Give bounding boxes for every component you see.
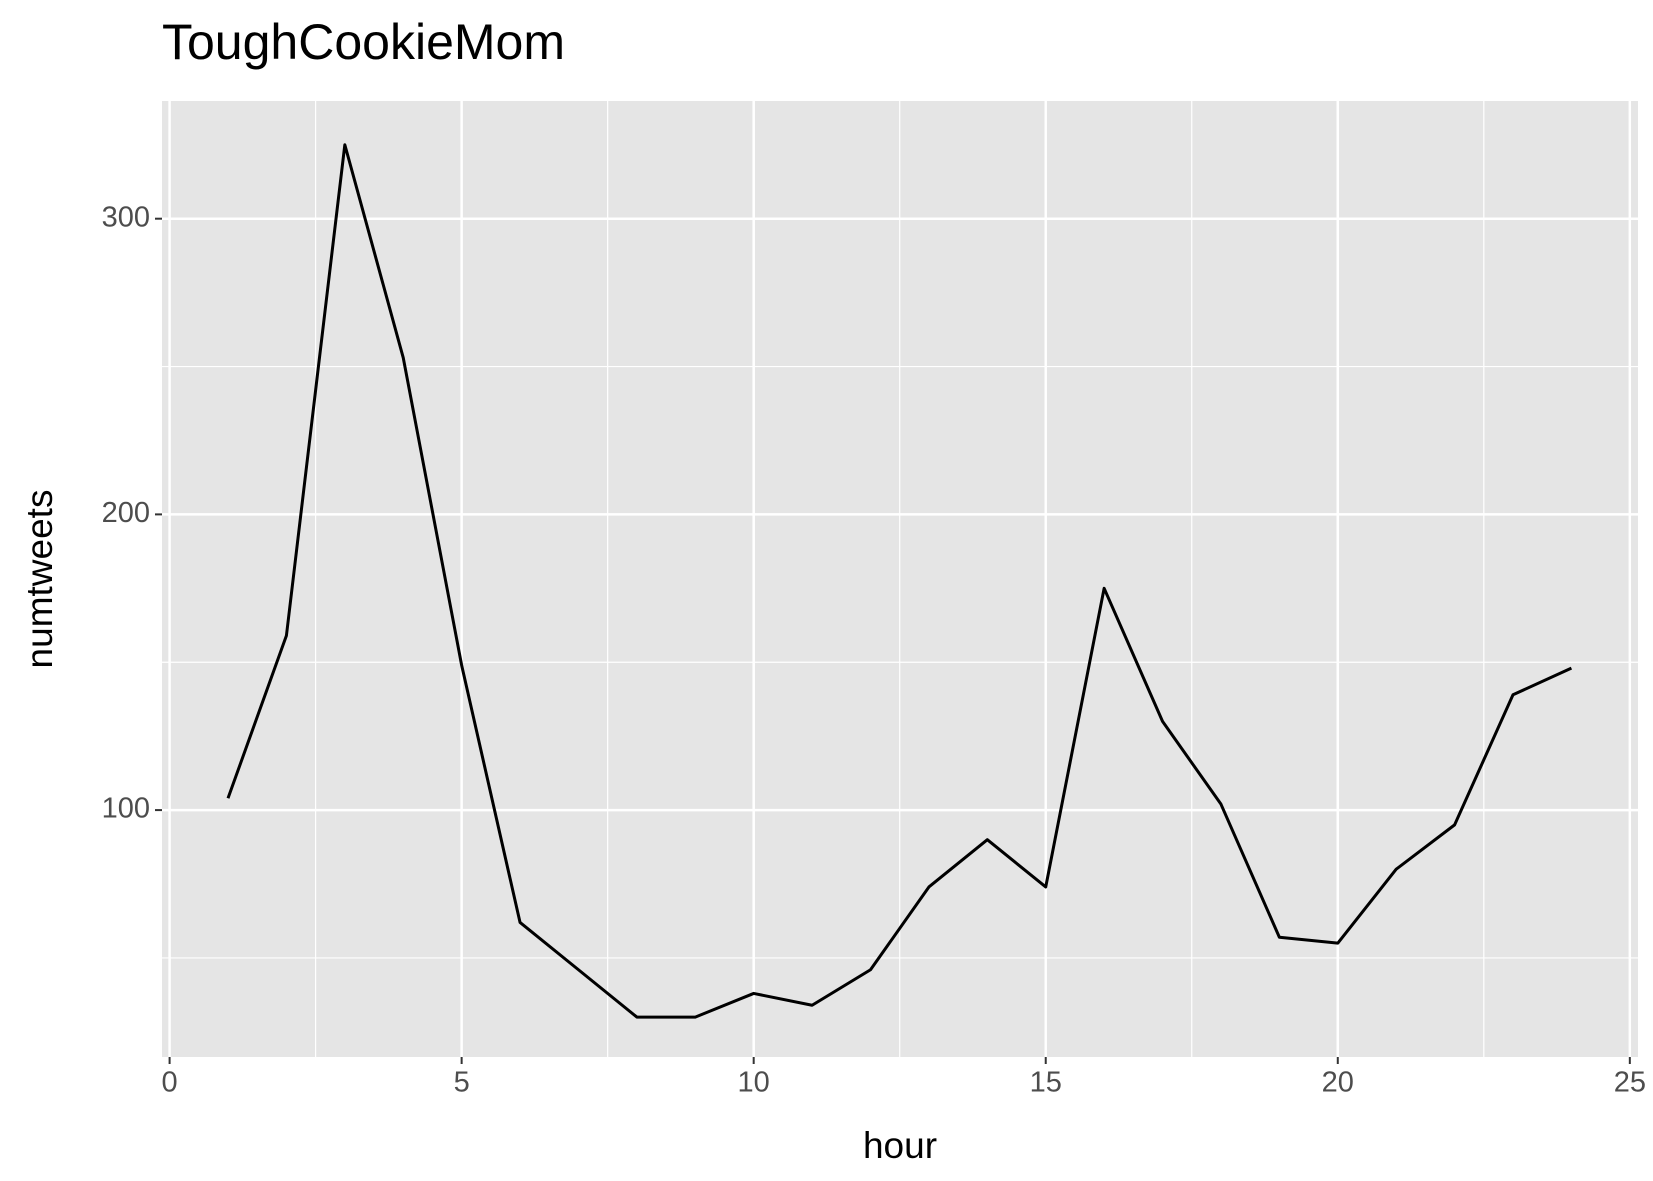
y-axis-title: numtweets bbox=[19, 490, 60, 669]
x-tick-label: 10 bbox=[738, 1067, 770, 1099]
x-axis-title: hour bbox=[863, 1125, 937, 1166]
y-tick-label: 100 bbox=[102, 793, 150, 825]
line bbox=[226, 143, 1573, 1019]
x-tick-label: 0 bbox=[162, 1067, 178, 1099]
y-tick-label: 300 bbox=[102, 201, 150, 233]
x-tick-label: 20 bbox=[1322, 1067, 1354, 1099]
x-tick-label: 25 bbox=[1614, 1067, 1646, 1099]
y-tick-label: 200 bbox=[102, 497, 150, 529]
x-tick-label: 15 bbox=[1030, 1067, 1062, 1099]
x-tick-label: 5 bbox=[454, 1067, 470, 1099]
chart-title: ToughCookieMom bbox=[162, 14, 565, 70]
